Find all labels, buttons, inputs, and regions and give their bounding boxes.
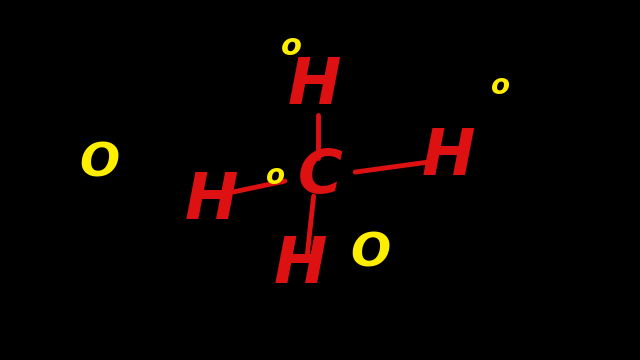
Text: H: H — [274, 234, 328, 296]
Text: o: o — [491, 72, 510, 100]
Text: H: H — [421, 126, 475, 188]
Text: o: o — [281, 32, 301, 61]
Text: O: O — [350, 231, 390, 276]
Text: o: o — [266, 162, 285, 190]
Text: C: C — [298, 147, 342, 206]
Text: O: O — [80, 141, 120, 186]
Text: H: H — [288, 55, 342, 117]
Text: H: H — [184, 170, 238, 232]
